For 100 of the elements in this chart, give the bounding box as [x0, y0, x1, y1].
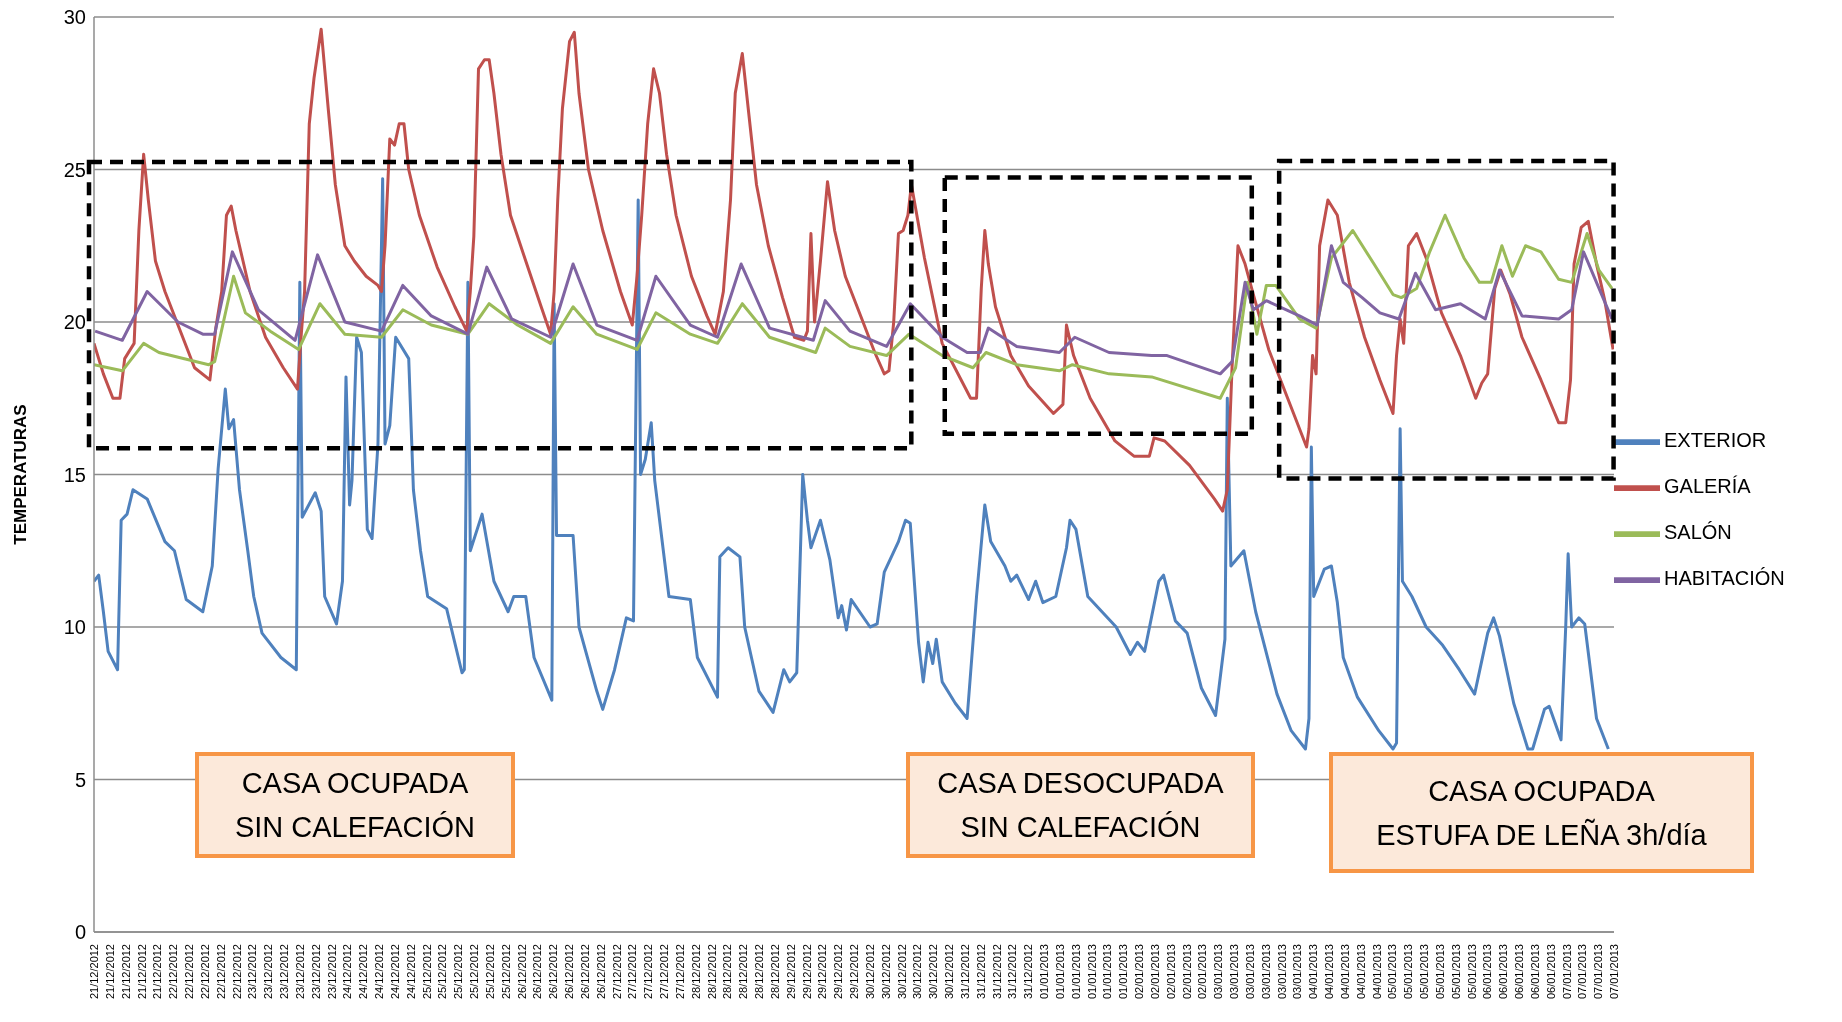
x-tick-label: 05/01/2013 — [1402, 944, 1415, 1000]
x-tick-label: 22/12/2012 — [167, 944, 180, 1000]
x-tick-label: 26/12/2012 — [563, 944, 575, 1000]
x-tick-label: 02/01/2013 — [1148, 944, 1161, 1000]
x-tick-label: 25/12/2012 — [436, 944, 449, 1000]
y-tick-label: 15 — [63, 463, 86, 486]
x-tick-label: 03/01/2013 — [1243, 944, 1256, 1000]
x-tick-label: 30/12/2012 — [943, 944, 955, 1000]
x-tick-label: 07/01/2013 — [1592, 944, 1605, 1000]
x-tick-label: 28/12/2012 — [737, 944, 750, 1000]
x-tick-label: 27/12/2012 — [673, 944, 686, 1000]
x-tick-label: 27/12/2012 — [626, 944, 639, 1000]
x-tick-label: 29/12/2012 — [832, 944, 845, 1000]
x-tick-label: 06/01/2013 — [1528, 944, 1541, 1000]
x-tick-label: 02/01/2013 — [1164, 944, 1177, 1000]
x-tick-label: 02/01/2013 — [1180, 944, 1193, 1000]
x-tick-label: 01/01/2013 — [1038, 944, 1050, 1000]
x-tick-label: 25/12/2012 — [468, 944, 480, 1000]
legend-label: GALERÍA — [1664, 475, 1751, 498]
x-tick-label: 23/12/2012 — [278, 944, 290, 1000]
x-tick-label: 03/01/2013 — [1228, 944, 1240, 1000]
x-tick-label: 26/12/2012 — [515, 944, 528, 1000]
x-tick-label: 04/01/2013 — [1307, 944, 1320, 1000]
x-tick-label: 23/12/2012 — [293, 944, 306, 1000]
line-series — [94, 177, 1610, 751]
x-tick-label: 05/01/2013 — [1449, 944, 1462, 1000]
x-tick-label: 29/12/2012 — [800, 944, 813, 1000]
x-tick-label: 03/01/2013 — [1212, 944, 1225, 1000]
x-tick-label: 27/12/2012 — [658, 944, 670, 1000]
x-tick-label: 03/01/2013 — [1275, 944, 1288, 1000]
x-tick-label: 23/12/2012 — [246, 944, 259, 1000]
y-axis-title: TEMPERATURAS — [11, 404, 31, 545]
x-tick-label: 26/12/2012 — [578, 944, 591, 1000]
x-tick-label: 05/01/2013 — [1418, 944, 1430, 1000]
x-tick-label: 06/01/2013 — [1544, 944, 1557, 1000]
x-tick-label: 21/12/2012 — [103, 944, 116, 1000]
x-tick-label: 27/12/2012 — [642, 944, 655, 1000]
legend-label: HABITACIÓN — [1664, 567, 1785, 590]
x-tick-label: 27/12/2012 — [610, 944, 623, 1000]
x-tick-label: 23/12/2012 — [262, 944, 275, 1000]
x-tick-label: 07/01/2013 — [1608, 944, 1620, 1000]
x-tick-label: 30/12/2012 — [927, 944, 940, 1000]
x-tick-label: 01/01/2013 — [1117, 944, 1130, 1000]
x-tick-label: 21/12/2012 — [151, 944, 164, 1000]
y-tick-label: 20 — [63, 311, 86, 334]
x-tick-label: 26/12/2012 — [594, 944, 607, 1000]
x-tick-label: 24/12/2012 — [404, 944, 417, 1000]
x-tick-label: 28/12/2012 — [753, 944, 765, 1000]
x-tick-label: 30/12/2012 — [911, 944, 924, 1000]
y-tick-label: 10 — [63, 616, 86, 639]
legend-label: SALÓN — [1664, 521, 1732, 544]
x-tick-label: 31/12/2012 — [974, 944, 987, 1000]
x-tick-label: 01/01/2013 — [1101, 944, 1114, 1000]
x-tick-label: 25/12/2012 — [483, 944, 496, 1000]
x-tick-label: 04/01/2013 — [1338, 944, 1351, 1000]
y-tick-label: 25 — [63, 158, 86, 181]
note-box: CASA OCUPADA ESTUFA DE LEÑA 3h/día — [1329, 752, 1754, 873]
line-series — [94, 244, 1614, 376]
x-tick-label: 04/01/2013 — [1370, 944, 1383, 1000]
x-tick-label: 21/12/2012 — [119, 944, 132, 1000]
legend-label: EXTERIOR — [1664, 429, 1767, 452]
x-tick-label: 07/01/2013 — [1576, 944, 1589, 1000]
x-tick-label: 23/12/2012 — [309, 944, 322, 1000]
x-tick-label: 04/01/2013 — [1323, 944, 1335, 1000]
x-tick-label: 04/01/2013 — [1354, 944, 1367, 1000]
x-tick-label: 31/12/2012 — [1006, 944, 1019, 1000]
y-tick-label: 30 — [63, 6, 86, 29]
x-tick-label: 22/12/2012 — [230, 944, 243, 1000]
line-series — [94, 27, 1614, 513]
x-tick-label: 05/01/2013 — [1386, 944, 1399, 1000]
x-tick-label: 22/12/2012 — [198, 944, 211, 1000]
x-tick-label: 31/12/2012 — [958, 944, 971, 1000]
x-tick-label: 28/12/2012 — [721, 944, 734, 1000]
x-tick-label: 28/12/2012 — [689, 944, 702, 1000]
line-series — [94, 213, 1614, 400]
y-tick-label: 5 — [74, 768, 86, 791]
x-tick-label: 31/12/2012 — [990, 944, 1003, 1000]
x-tick-label: 25/12/2012 — [420, 944, 433, 1000]
x-tick-label: 29/12/2012 — [816, 944, 829, 1000]
x-tick-label: 25/12/2012 — [452, 944, 465, 1000]
x-tick-label: 03/01/2013 — [1259, 944, 1272, 1000]
x-tick-label: 30/12/2012 — [879, 944, 892, 1000]
x-tick-label: 06/01/2013 — [1513, 944, 1525, 1000]
x-tick-label: 02/01/2013 — [1196, 944, 1209, 1000]
x-tick-label: 23/12/2012 — [325, 944, 338, 1000]
x-tick-label: 31/12/2012 — [1022, 944, 1035, 1000]
x-tick-label: 22/12/2012 — [183, 944, 195, 1000]
x-tick-label: 30/12/2012 — [863, 944, 876, 1000]
x-tick-label: 06/01/2013 — [1481, 944, 1494, 1000]
x-tick-label: 29/12/2012 — [848, 944, 860, 1000]
x-tick-label: 21/12/2012 — [135, 944, 148, 1000]
x-tick-label: 24/12/2012 — [341, 944, 354, 1000]
note-box: CASA DESOCUPADA SIN CALEFACIÓN — [906, 752, 1255, 858]
x-tick-label: 22/12/2012 — [214, 944, 227, 1000]
x-tick-label: 30/12/2012 — [895, 944, 908, 1000]
x-tick-label: 24/12/2012 — [373, 944, 385, 1000]
x-tick-label: 01/01/2013 — [1053, 944, 1066, 1000]
note-box: CASA OCUPADA SIN CALEFACIÓN — [195, 752, 515, 858]
x-tick-label: 29/12/2012 — [784, 944, 797, 1000]
x-tick-label: 26/12/2012 — [547, 944, 560, 1000]
